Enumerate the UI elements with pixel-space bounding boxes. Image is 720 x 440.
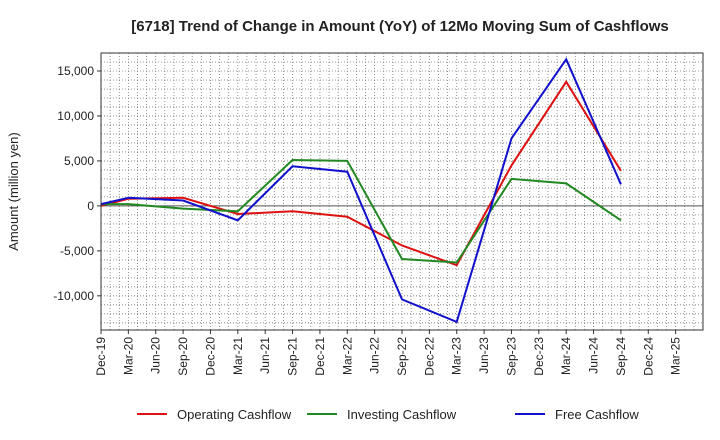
x-tick-label: Jun-24 [587,337,601,374]
x-tick-label: Jun-22 [368,337,382,374]
x-tick-label: Sep-20 [176,337,190,376]
y-tick-label: 5,000 [64,154,94,168]
x-tick-label: Jun-20 [149,337,163,374]
series-line-free-cashflow [100,57,622,324]
x-tick-label: Mar-21 [231,337,245,375]
x-tick-label: Dec-20 [203,337,217,376]
x-tick-label: Mar-20 [121,337,135,375]
x-tick-label: Jun-21 [258,337,272,374]
x-tick-label: Dec-19 [94,337,108,376]
legend-label: Free Cashflow [555,407,639,422]
x-tick-label: Jun-23 [477,337,491,374]
series-line-operating-cashflow [100,79,622,267]
x-tick-label: Dec-23 [532,337,546,376]
legend-label: Operating Cashflow [177,407,292,422]
y-tick-label: 10,000 [57,109,94,123]
x-tick-label: Mar-24 [559,337,573,375]
y-tick-label: 0 [87,199,94,213]
y-axis-label: Amount (million yen) [6,132,21,251]
y-tick-label: -10,000 [53,289,94,303]
chart-title: [6718] Trend of Change in Amount (YoY) o… [131,18,669,35]
x-tick-label: Sep-24 [614,337,628,376]
series-line-investing-cashflow [101,158,622,264]
x-tick-label: Dec-21 [313,337,327,376]
x-tick-label: Dec-24 [641,337,655,376]
legend: Operating Cashflow Investing Cashflow Free… [137,407,639,422]
legend-label: Investing Cashflow [347,407,457,422]
x-tick-label: Sep-23 [504,337,518,376]
x-tick-label: Dec-22 [422,337,436,376]
y-tick-label: 15,000 [57,64,94,78]
x-tick-label: Mar-23 [450,337,464,375]
y-tick-label: -5,000 [60,244,94,258]
x-tick-label: Sep-21 [286,337,300,376]
x-tick-label: Mar-25 [669,337,683,375]
x-tick-label: Mar-22 [340,337,354,375]
x-tick-label: Sep-22 [395,337,409,376]
